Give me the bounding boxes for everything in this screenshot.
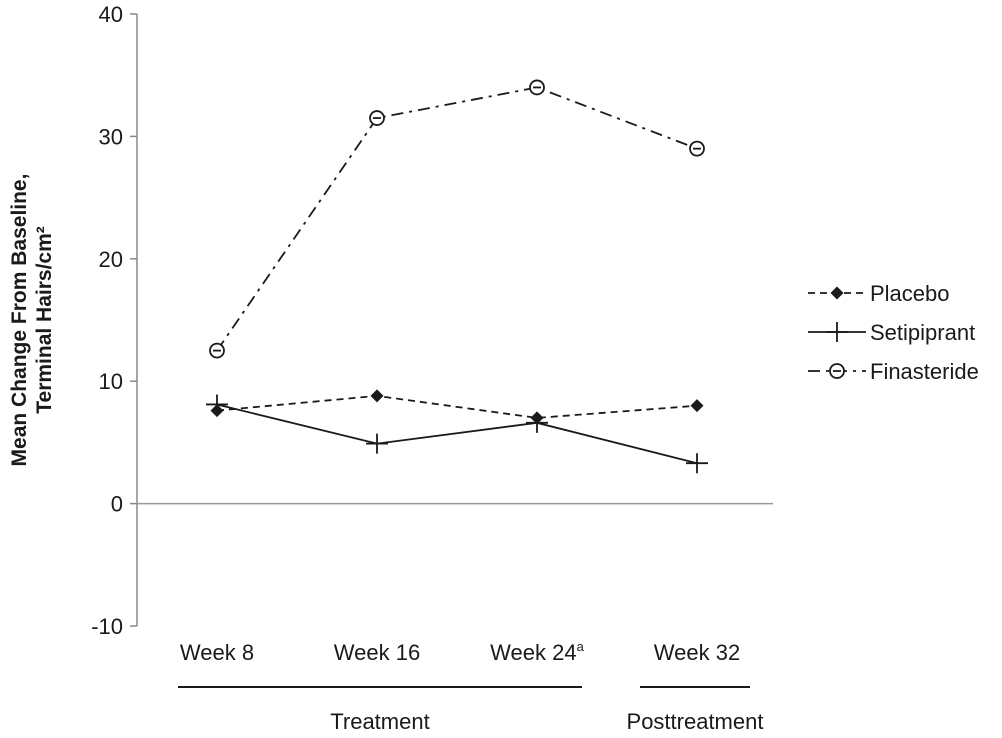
data-point-finasteride: [209, 342, 225, 359]
y-tick-label: 30: [99, 124, 123, 149]
group-label: Treatment: [330, 709, 429, 734]
series-setipiprant: [206, 394, 708, 474]
legend-item-setipiprant: Setipiprant: [808, 320, 975, 345]
y-tick-label: 10: [99, 369, 123, 394]
y-axis-label: Mean Change From Baseline,Terminal Hairs…: [8, 174, 56, 467]
data-point-placebo: [370, 389, 384, 403]
x-category-label: Week 16: [334, 640, 420, 665]
y-tick-label: 0: [111, 492, 123, 517]
legend-swatch-marker: [826, 322, 848, 342]
category-groups: Treatment Posttreatment: [178, 686, 764, 734]
series-line-placebo: [216, 394, 698, 419]
legend-item-finasteride: Finasteride: [808, 359, 979, 384]
y-tick-label: -10: [91, 614, 123, 639]
data-point-setipiprant: [686, 453, 708, 474]
group-label: Posttreatment: [627, 709, 764, 734]
legend: Placebo Setipiprant Finasteride: [808, 281, 979, 384]
x-category-label: Week 8: [180, 640, 254, 665]
y-axis-title: Mean Change From Baseline,Terminal Hairs…: [8, 174, 56, 467]
data-point-finasteride: [369, 110, 385, 126]
legend-label: Setipiprant: [870, 320, 975, 345]
x-category-label: Week 32: [654, 640, 740, 665]
data-point-finasteride: [689, 140, 705, 157]
data-point-setipiprant: [526, 412, 548, 433]
data-point-placebo: [690, 399, 704, 413]
y-tick-label: 20: [99, 247, 123, 272]
series-placebo: [210, 389, 704, 425]
series-lines: [206, 79, 708, 474]
x-category-label: Week 24a: [490, 639, 584, 665]
y-axis: -10 0 10 20 30 40: [91, 2, 138, 639]
legend-label: Placebo: [870, 281, 950, 306]
series-line-finasteride: [216, 86, 698, 352]
series-finasteride: [209, 79, 705, 359]
x-category-superscript: a: [577, 639, 585, 654]
legend-swatch-marker: [829, 363, 845, 379]
data-point-finasteride: [529, 79, 545, 96]
x-axis-categories: Week 8 Week 16 Week 24a Week 32: [180, 639, 740, 665]
legend-item-placebo: Placebo: [808, 281, 950, 306]
series-line-setipiprant: [216, 403, 698, 465]
data-point-setipiprant: [206, 394, 228, 415]
y-axis-label-line: Terminal Hairs/cm²: [33, 226, 56, 414]
y-tick-label: 40: [99, 2, 123, 27]
data-point-setipiprant: [366, 433, 388, 454]
legend-label: Finasteride: [870, 359, 979, 384]
y-axis-label-line: Mean Change From Baseline,: [8, 174, 31, 467]
legend-swatch-marker: [830, 286, 844, 300]
